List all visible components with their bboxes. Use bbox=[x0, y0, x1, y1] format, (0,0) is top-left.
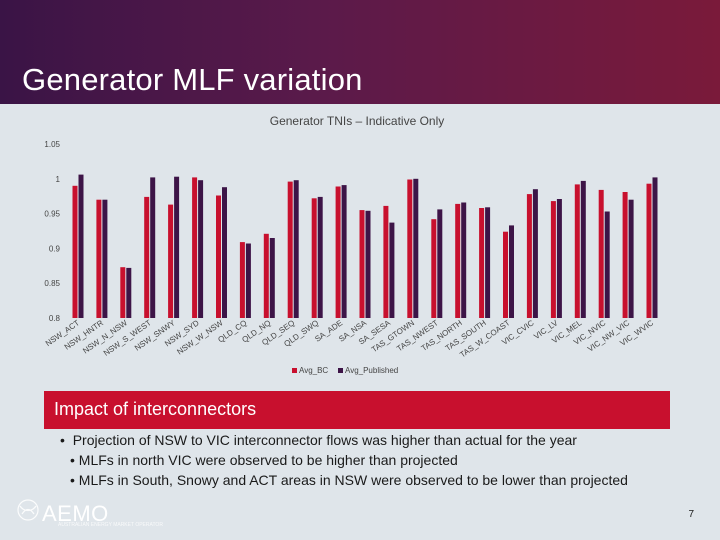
y-tick-label: 0.9 bbox=[49, 244, 61, 253]
bar-avg-bc bbox=[311, 198, 317, 318]
bar-avg-published bbox=[102, 199, 108, 318]
y-tick-label: 0.8 bbox=[49, 314, 61, 323]
bullet-text: MLFs in South, Snowy and ACT areas in NS… bbox=[78, 472, 628, 488]
bar-avg-published bbox=[78, 174, 84, 318]
bar-avg-bc bbox=[574, 184, 580, 318]
section-banner: Impact of interconnectors bbox=[44, 391, 670, 429]
bar-avg-bc bbox=[526, 194, 532, 318]
bar-avg-published bbox=[604, 211, 610, 318]
bar-avg-bc bbox=[383, 205, 389, 318]
logo-text: AEMO bbox=[42, 501, 109, 526]
bar-avg-bc bbox=[144, 196, 150, 318]
bar-avg-published bbox=[413, 178, 419, 318]
bar-avg-published bbox=[652, 177, 658, 318]
aemo-logo-icon bbox=[17, 499, 39, 521]
chart-area: Generator TNIs – Indicative Only 0.8 0.85 0… bbox=[0, 104, 720, 392]
bar-avg-published bbox=[293, 180, 299, 318]
bullet-text: Projection of NSW to VIC interconnector … bbox=[72, 432, 577, 448]
page-number: 7 bbox=[688, 509, 694, 520]
bar-avg-bc bbox=[550, 201, 556, 318]
bar-avg-published bbox=[365, 210, 371, 318]
bar-avg-published bbox=[461, 202, 467, 318]
bar-avg-bc bbox=[503, 231, 508, 318]
bar-avg-bc bbox=[192, 177, 198, 318]
bar-avg-published bbox=[198, 180, 204, 318]
bar-avg-published bbox=[556, 199, 562, 318]
bar-avg-published bbox=[317, 196, 323, 318]
logo-tagline: AUSTRALIAN ENERGY MARKET OPERATOR bbox=[58, 522, 163, 528]
bar-avg-published bbox=[150, 177, 156, 318]
chart-title: Generator TNIs – Indicative Only bbox=[270, 114, 445, 128]
bar-avg-published bbox=[126, 267, 132, 318]
bar-avg-published bbox=[245, 243, 251, 318]
bar-avg-bc bbox=[72, 185, 78, 318]
y-tick-label: 0.95 bbox=[44, 210, 60, 219]
bar-avg-bc bbox=[455, 203, 461, 318]
bar-avg-bc bbox=[646, 183, 652, 318]
y-tick-label: 1.05 bbox=[44, 140, 60, 149]
bar-avg-published bbox=[389, 222, 395, 318]
bullet-text: MLFs in north VIC were observed to be hi… bbox=[78, 452, 458, 468]
y-tick-label: 0.85 bbox=[44, 279, 60, 288]
legend-swatch-avg-bc bbox=[292, 368, 297, 373]
bar-avg-bc bbox=[96, 199, 102, 318]
bar-avg-bc bbox=[431, 219, 437, 318]
bar-avg-published bbox=[485, 207, 491, 318]
bar-avg-published bbox=[509, 225, 514, 318]
bar-avg-bc bbox=[359, 210, 365, 318]
y-tick-label: 1 bbox=[56, 175, 61, 184]
bar-avg-published bbox=[222, 187, 227, 318]
bar-avg-published bbox=[174, 176, 180, 318]
bar-avg-bc bbox=[407, 179, 413, 318]
slide-title: Generator MLF variation bbox=[22, 62, 363, 97]
bar-avg-published bbox=[269, 238, 275, 318]
bar-avg-bc bbox=[479, 208, 485, 318]
bullet-list: • Projection of NSW to VIC interconnecto… bbox=[60, 430, 700, 490]
bar-avg-published bbox=[532, 189, 538, 318]
bar-avg-bc bbox=[287, 181, 293, 318]
sub-bullet-item: • MLFs in South, Snowy and ACT areas in … bbox=[70, 472, 628, 488]
bar-avg-bc bbox=[598, 189, 604, 318]
bar-avg-bc bbox=[263, 233, 269, 318]
bar-chart: Generator TNIs – Indicative Only 0.8 0.85 0… bbox=[44, 114, 658, 375]
bar-avg-bc bbox=[335, 186, 341, 318]
banner-title: Impact of interconnectors bbox=[54, 399, 257, 419]
bar-avg-published bbox=[628, 199, 634, 318]
slide-header: Generator MLF variation bbox=[0, 0, 720, 104]
bar-avg-published bbox=[580, 180, 586, 318]
bar-avg-bc bbox=[622, 192, 628, 318]
bar-avg-bc bbox=[239, 242, 245, 318]
bar-avg-bc bbox=[216, 195, 221, 318]
bullet-item: • Projection of NSW to VIC interconnecto… bbox=[60, 432, 577, 448]
legend-swatch-avg-published bbox=[338, 368, 343, 373]
bar-avg-bc bbox=[168, 204, 174, 318]
bar-avg-bc bbox=[120, 267, 126, 318]
bar-avg-published bbox=[341, 185, 347, 318]
legend-label-avg-bc: Avg_BC bbox=[299, 366, 328, 375]
sub-bullet-item: • MLFs in north VIC were observed to be … bbox=[70, 452, 458, 468]
bar-avg-published bbox=[437, 209, 443, 318]
legend-label-avg-published: Avg_Published bbox=[345, 366, 398, 375]
